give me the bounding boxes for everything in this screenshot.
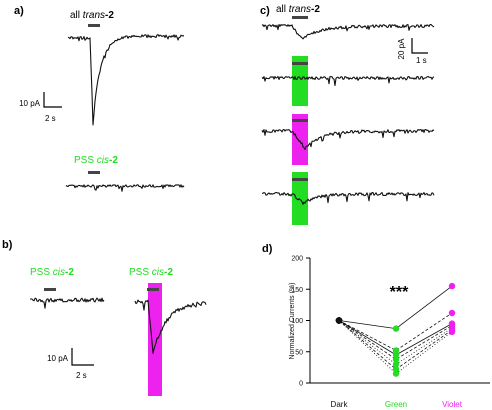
panel-a: a) all trans-2 10 pA 2 s PSS cis-2 — [14, 5, 185, 192]
panel-a-bottom-trace — [65, 184, 185, 192]
panel-b-right-stim-label: PSS cis-2 — [129, 267, 173, 278]
panel-a-label: a) — [14, 5, 24, 17]
panel-c-stim-bar-4 — [292, 178, 308, 181]
panel-b-right-stim-bar — [147, 288, 159, 291]
panel-b-left-stim-bar — [44, 288, 56, 291]
panel-b-scale-bar: 10 pA 2 s — [47, 348, 94, 380]
panel-b-right-trace — [134, 299, 207, 355]
panel-a-bottom-stim-bar — [88, 171, 100, 174]
panel-c-violet-light-box — [292, 114, 308, 165]
panel-b-label: b) — [2, 239, 13, 251]
panel-b-violet-light-box — [148, 283, 162, 396]
series-points — [335, 282, 456, 377]
panel-c-trace-1 — [261, 23, 435, 40]
panel-c-stim-bar-2 — [292, 62, 308, 65]
panel-c-scale-y-label: 20 pA — [397, 38, 406, 60]
data-point-s4-green — [392, 361, 400, 368]
panel-a-bottom-stim-label: PSS cis-2 — [74, 155, 118, 166]
y-tick-label-4: 200 — [291, 256, 303, 263]
x-category-label-1: Green — [385, 400, 407, 409]
y-ticks: 0 50 100 150 200 — [291, 256, 310, 388]
panel-a-scale-bar: 10 pA 2 s — [19, 92, 62, 123]
data-point-s6-violet — [448, 328, 456, 335]
x-category-label-0: Dark — [331, 400, 349, 409]
panel-c-trace-2 — [261, 75, 435, 87]
panel-b-scale-x-label: 2 s — [76, 371, 87, 380]
panel-b-scale-y-label: 10 pA — [47, 354, 69, 363]
panel-a-top-stim-label: all trans-2 — [70, 10, 114, 21]
panel-d-label: d) — [262, 243, 273, 255]
panel-c-stim-label: all trans-2 — [276, 4, 320, 15]
data-point-s0-green — [392, 325, 400, 332]
panel-c-scale-x-label: 1 s — [416, 56, 427, 65]
panel-a-top-stim-bar — [88, 24, 100, 27]
data-point-s6-green — [392, 370, 400, 377]
data-point-s2-green — [392, 351, 400, 359]
data-point-s1-green — [392, 347, 400, 354]
panel-c-label: c) — [260, 5, 270, 17]
y-tick-label-1: 50 — [295, 349, 303, 356]
data-point-s3-green — [392, 356, 400, 363]
x-category-labels: Dark Green Violet — [331, 400, 463, 409]
panel-c: c) all trans-2 20 pA 1 s — [260, 4, 435, 225]
series-line-1 — [338, 312, 453, 351]
panel-c-top-stim-bar — [292, 16, 308, 19]
y-tick-label-0: 0 — [299, 381, 303, 388]
data-point-s0-violet — [448, 282, 456, 290]
panel-d: d) Normalized Currents (%) 050100150200 … — [262, 243, 490, 409]
panel-a-scale-y-label: 10 pA — [19, 99, 41, 108]
panel-a-top-trace — [67, 34, 185, 126]
panel-c-green-light-box-2 — [292, 172, 308, 225]
x-category-label-2: Violet — [442, 400, 463, 409]
panel-c-stim-bar-3 — [292, 119, 308, 122]
y-tick-label-3: 150 — [291, 287, 303, 294]
significance-marker: *** — [390, 284, 409, 301]
data-point-s1-violet — [448, 309, 456, 317]
data-point-s6-dark — [335, 317, 343, 324]
panel-c-trace-4 — [261, 191, 435, 205]
panel-c-green-light-box-1 — [292, 56, 308, 106]
panel-b: b) PSS cis-2 PSS cis-2 10 pA 2 s — [2, 239, 207, 396]
panel-a-scale-x-label: 2 s — [45, 114, 56, 123]
series-line-3 — [338, 320, 453, 360]
y-tick-label-2: 100 — [291, 318, 303, 325]
panel-b-left-stim-label: PSS cis-2 — [30, 267, 74, 278]
panel-b-left-trace — [30, 297, 105, 309]
panel-c-trace-3 — [261, 128, 435, 151]
panel-c-scale-bar: 20 pA 1 s — [397, 38, 428, 65]
y-axis-title: Normalized Currents (%) — [289, 282, 296, 359]
